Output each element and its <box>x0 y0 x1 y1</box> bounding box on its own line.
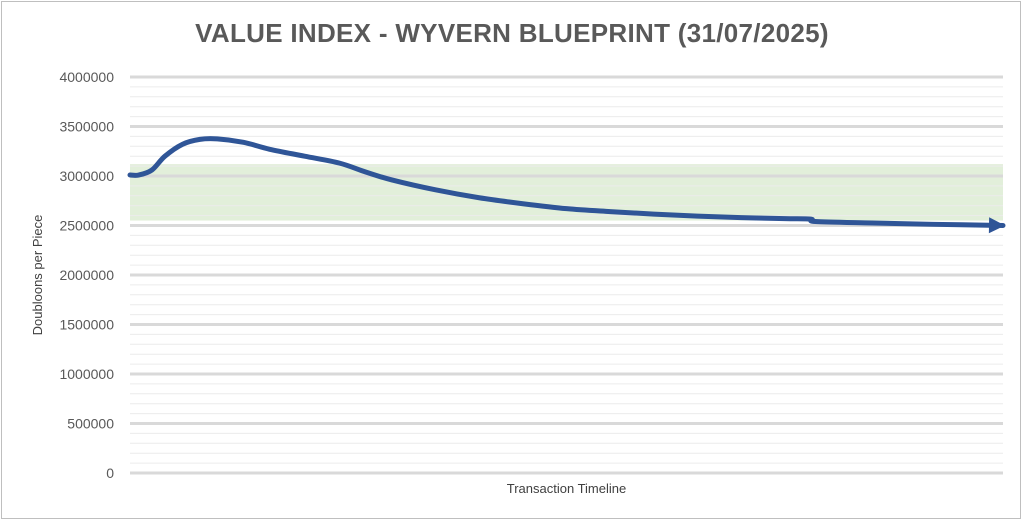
y-tick-label: 1000000 <box>59 366 114 382</box>
series-end-arrow <box>988 217 1005 234</box>
y-tick-label: 4000000 <box>59 69 114 85</box>
x-axis-title: Transaction Timeline <box>507 481 626 496</box>
chart-title: VALUE INDEX - WYVERN BLUEPRINT (31/07/20… <box>195 18 829 48</box>
y-axis-ticks: 0 500000 1000000 1500000 2000000 2500000 30000… <box>59 69 114 481</box>
y-tick-label: 500000 <box>67 416 114 432</box>
y-tick-label: 3000000 <box>59 168 114 184</box>
y-tick-label: 3500000 <box>59 119 114 135</box>
series-line <box>127 136 1006 228</box>
minor-gridlines <box>130 86 1003 464</box>
y-tick-label: 1500000 <box>59 317 114 333</box>
y-tick-label: 0 <box>106 465 114 481</box>
y-tick-label: 2500000 <box>59 218 114 234</box>
highlight-band <box>130 164 1003 221</box>
y-axis-title: Doubloons per Piece <box>30 215 45 336</box>
major-gridlines <box>130 75 1003 475</box>
y-tick-label: 2000000 <box>59 267 114 283</box>
